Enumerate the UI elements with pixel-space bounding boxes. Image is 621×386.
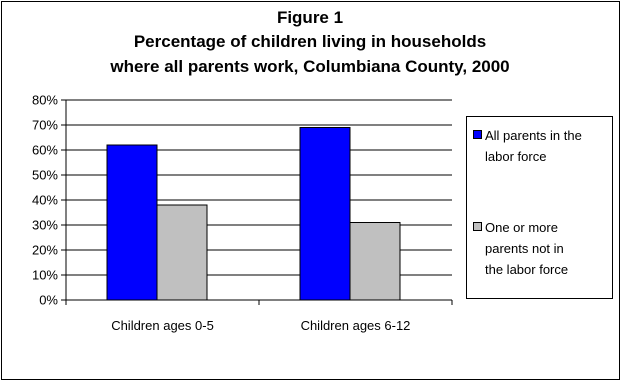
legend-label: the labor force: [485, 262, 568, 277]
y-tick-label: 70%: [32, 118, 58, 133]
bar-not-in-labor-force: [156, 204, 208, 301]
y-tick-label: 60%: [32, 143, 58, 158]
legend-label: labor force: [485, 149, 546, 164]
legend-label: All parents in the: [485, 128, 582, 143]
legend-box: [466, 116, 613, 299]
y-tick-label: 0%: [39, 293, 58, 308]
legend-label: parents not in: [485, 241, 564, 256]
y-tick-label: 40%: [32, 193, 58, 208]
bar-all-parents: [106, 144, 158, 301]
chart-title-line: Percentage of children living in househo…: [134, 32, 486, 51]
bar-all-parents: [299, 127, 351, 301]
legend-swatch: [473, 222, 482, 231]
y-tick-label: 50%: [32, 168, 58, 183]
legend-swatch: [473, 130, 482, 139]
y-tick-label: 20%: [32, 243, 58, 258]
chart-title-line: Figure 1: [277, 8, 343, 27]
legend-label: One or more: [485, 220, 558, 235]
y-tick-label: 10%: [32, 268, 58, 283]
x-category-label: Children ages 0-5: [111, 318, 214, 333]
x-category-label: Children ages 6-12: [301, 318, 411, 333]
chart-title-line: where all parents work, Columbiana Count…: [109, 57, 509, 76]
bar-not-in-labor-force: [349, 222, 401, 301]
y-tick-label: 30%: [32, 218, 58, 233]
y-tick-label: 80%: [32, 93, 58, 108]
